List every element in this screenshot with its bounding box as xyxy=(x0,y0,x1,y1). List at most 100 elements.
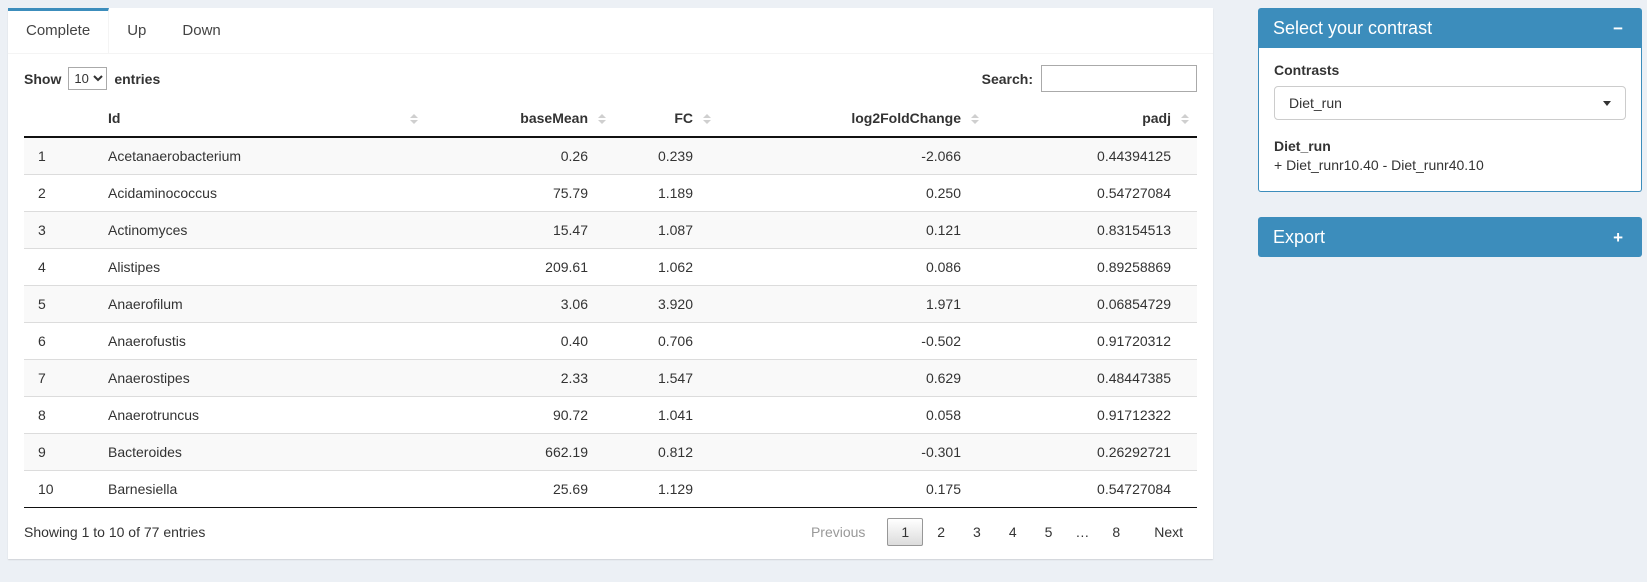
col-header-basemean[interactable]: baseMean xyxy=(426,101,614,138)
tab-complete[interactable]: Complete xyxy=(8,8,110,53)
cell-index: 10 xyxy=(38,480,54,497)
col-header-padj-label: padj xyxy=(1142,110,1171,126)
table-body: 1 Acetanaerobacterium 0.26 0.239 -2.066 0.443… xyxy=(24,137,1197,508)
card-body: Show 10 entries Search: Id xyxy=(8,54,1213,559)
pagination-page-8[interactable]: 8 xyxy=(1112,524,1121,540)
search-input[interactable] xyxy=(1041,65,1197,92)
pagination-next[interactable]: Next xyxy=(1154,524,1183,540)
col-header-id[interactable]: Id xyxy=(96,101,426,138)
col-header-log2foldchange[interactable]: log2FoldChange xyxy=(719,101,987,138)
sort-icon xyxy=(598,113,606,124)
tab-up[interactable]: Up xyxy=(127,22,147,39)
cell-padj: 0.06854729 xyxy=(1097,295,1171,312)
cell-padj: 0.89258869 xyxy=(1097,258,1171,275)
cell-basemean: 90.72 xyxy=(552,406,588,423)
col-header-padj[interactable]: padj xyxy=(987,101,1197,138)
table-row[interactable]: 5 Anaerofilum 3.06 3.920 1.971 0.06854729 xyxy=(24,285,1197,323)
table-row[interactable]: 7 Anaerostipes 2.33 1.547 0.629 0.48447385 xyxy=(24,359,1197,397)
export-box-title: Export xyxy=(1273,227,1326,247)
table-row[interactable]: 6 Anaerofustis 0.40 0.706 -0.502 0.91720312 xyxy=(24,323,1197,360)
search-label: Search: xyxy=(981,70,1033,87)
cell-fc: 3.920 xyxy=(657,295,693,312)
cell-index: 5 xyxy=(38,295,46,312)
tab-bar: Complete Up Down xyxy=(8,8,1213,54)
cell-index: 6 xyxy=(38,332,46,349)
table-header: Id baseMean FC log2FoldChange xyxy=(24,101,1197,138)
cell-index: 4 xyxy=(38,258,46,275)
contrast-select[interactable]: Diet_run xyxy=(1274,86,1626,120)
pagination-previous[interactable]: Previous xyxy=(810,524,866,540)
cell-log2foldchange: 0.058 xyxy=(925,406,961,423)
col-header-index xyxy=(24,101,96,138)
table-row[interactable]: 8 Anaerotruncus 90.72 1.041 0.058 0.91712322 xyxy=(24,397,1197,434)
contrast-box: Select your contrast − Contrasts Diet_ru… xyxy=(1258,8,1642,192)
pagination-ellipsis: … xyxy=(1075,524,1090,540)
pagination: Previous 1 2 3 4 5 … 8 Next xyxy=(797,518,1197,546)
cell-fc: 0.706 xyxy=(657,332,693,349)
cell-log2foldchange: -0.502 xyxy=(921,332,961,349)
contrast-box-header: Select your contrast − xyxy=(1258,8,1642,48)
table-row[interactable]: 4 Alistipes 209.61 1.062 0.086 0.89258869 xyxy=(24,249,1197,286)
table-row[interactable]: 10 Barnesiella 25.69 1.129 0.175 0.54727084 xyxy=(24,471,1197,508)
sort-icon xyxy=(1181,113,1189,124)
col-header-basemean-label: baseMean xyxy=(520,110,588,126)
cell-padj: 0.26292721 xyxy=(1097,443,1171,460)
cell-fc: 1.189 xyxy=(657,184,693,201)
cell-basemean: 2.33 xyxy=(560,369,588,386)
cell-id: Acetanaerobacterium xyxy=(108,147,242,164)
contrast-box-body: Contrasts Diet_run Diet_run + Diet_runr1… xyxy=(1258,48,1642,192)
sort-icon xyxy=(971,113,979,124)
cell-padj: 0.44394125 xyxy=(1097,147,1171,164)
cell-basemean: 0.40 xyxy=(560,332,588,349)
table-controls: Show 10 entries Search: xyxy=(24,60,1197,101)
cell-id: Anaerofustis xyxy=(108,332,186,349)
collapse-icon[interactable]: − xyxy=(1609,18,1627,39)
cell-basemean: 0.26 xyxy=(560,147,588,164)
expand-icon[interactable]: + xyxy=(1609,227,1627,248)
cell-index: 9 xyxy=(38,443,46,460)
col-header-log2foldchange-label: log2FoldChange xyxy=(851,110,961,126)
cell-basemean: 15.47 xyxy=(552,221,588,238)
table-row[interactable]: 1 Acetanaerobacterium 0.26 0.239 -2.066 0.443… xyxy=(24,137,1197,175)
page-length-select[interactable]: 10 xyxy=(68,67,108,90)
search-control: Search: xyxy=(982,65,1197,92)
cell-padj: 0.48447385 xyxy=(1097,369,1171,386)
pagination-page-4[interactable]: 4 xyxy=(1008,524,1017,540)
cell-fc: 1.129 xyxy=(657,480,693,497)
contrast-select-value: Diet_run xyxy=(1289,95,1342,111)
tab-down[interactable]: Down xyxy=(182,22,221,39)
cell-fc: 1.062 xyxy=(657,258,693,275)
entries-label: entries xyxy=(114,70,161,87)
table-row[interactable]: 2 Acidaminococcus 75.79 1.189 0.250 0.5472708… xyxy=(24,175,1197,212)
cell-basemean: 25.69 xyxy=(552,480,588,497)
pagination-page-1[interactable]: 1 xyxy=(887,518,924,546)
chevron-down-icon xyxy=(1603,100,1611,106)
page: Complete Up Down Show 10 entries Search: xyxy=(8,8,1642,559)
cell-fc: 0.812 xyxy=(657,443,693,460)
table-footer: Showing 1 to 10 of 77 entries Previous 1… xyxy=(24,508,1197,559)
cell-log2foldchange: 0.175 xyxy=(925,480,961,497)
pagination-page-5[interactable]: 5 xyxy=(1044,524,1053,540)
pagination-page-2[interactable]: 2 xyxy=(937,524,946,540)
cell-index: 2 xyxy=(38,184,46,201)
table-row[interactable]: 9 Bacteroides 662.19 0.812 -0.301 0.26292721 xyxy=(24,433,1197,471)
cell-basemean: 209.61 xyxy=(545,258,588,275)
cell-basemean: 75.79 xyxy=(552,184,588,201)
contrasts-label: Contrasts xyxy=(1274,62,1340,78)
cell-basemean: 662.19 xyxy=(545,443,588,460)
sort-icon xyxy=(410,113,418,124)
cell-id: Barnesiella xyxy=(108,480,178,497)
col-header-fc[interactable]: FC xyxy=(614,101,719,138)
contrast-box-title: Select your contrast xyxy=(1273,18,1433,38)
table-row[interactable]: 3 Actinomyces 15.47 1.087 0.121 0.83154513 xyxy=(24,211,1197,249)
page-length-control: Show 10 entries xyxy=(24,67,160,90)
cell-log2foldchange: -2.066 xyxy=(921,147,961,164)
pagination-page-3[interactable]: 3 xyxy=(973,524,981,540)
cell-index: 7 xyxy=(38,369,46,386)
cell-basemean: 3.06 xyxy=(560,295,588,312)
cell-id: Anaerotruncus xyxy=(108,406,200,423)
cell-log2foldchange: 0.250 xyxy=(925,184,961,201)
cell-log2foldchange: 0.629 xyxy=(925,369,961,386)
cell-padj: 0.54727084 xyxy=(1097,184,1171,201)
cell-padj: 0.91720312 xyxy=(1097,332,1171,349)
